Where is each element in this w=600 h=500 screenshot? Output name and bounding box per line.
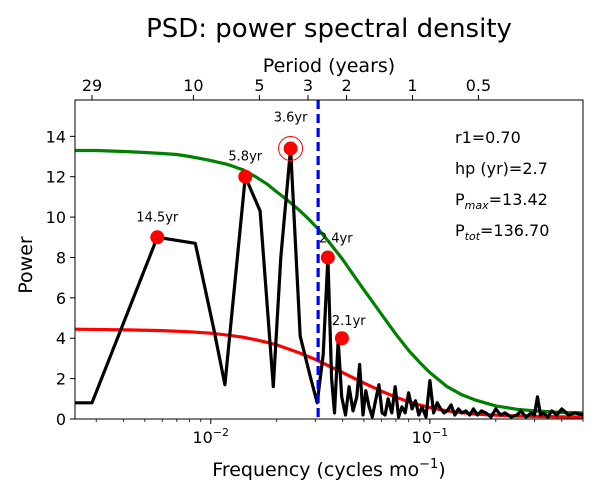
stat-text: Pmax=13.42: [455, 190, 548, 212]
peak-highlight-ring: [278, 135, 304, 161]
x-tick-label: 10−1: [412, 426, 449, 447]
y-tick-label: 14: [46, 127, 66, 146]
peak-marker: [238, 169, 253, 184]
top-tick-label: 10: [183, 76, 203, 95]
top-axis-label: Period (years): [263, 55, 395, 77]
x-tick-label: 10−2: [192, 426, 229, 447]
plot-frame: [74, 99, 584, 420]
series-line-2: [75, 327, 583, 419]
y-tick-label: 12: [46, 168, 66, 187]
peak-marker: [320, 250, 335, 265]
y-tick-label: 6: [56, 289, 66, 308]
stat-text: hp (yr)=2.7: [455, 159, 548, 178]
series-line-0: [75, 146, 583, 419]
y-axis-label: Power: [15, 236, 37, 294]
stat-text: Ptot=136.70: [455, 221, 549, 243]
y-tick-label: 10: [46, 208, 66, 227]
plot-area: 14.5yr5.8yr3.6yr2.4yr2.1yr0246810121410−…: [46, 76, 584, 447]
x-axis-label: Frequency (cycles mo−1): [212, 457, 445, 481]
top-tick-label: 5: [254, 76, 264, 95]
y-tick-label: 2: [56, 370, 66, 389]
x-axis-label-exponent: −1: [419, 457, 438, 472]
stat-text: r1=0.70: [455, 128, 521, 147]
peak-label: 5.8yr: [228, 150, 262, 165]
peak-label: 3.6yr: [274, 110, 308, 125]
top-tick-label: 0.5: [466, 76, 491, 95]
x-axis-label-text: Frequency (cycles mo: [212, 459, 419, 481]
top-tick-label: 29: [82, 76, 102, 95]
peak-label: 14.5yr: [136, 210, 179, 225]
top-tick-label: 3: [303, 76, 313, 95]
plot-series-group: [75, 100, 583, 419]
top-tick-label: 2: [341, 76, 351, 95]
top-tick-label: 1: [407, 76, 417, 95]
x-axis-label-close: ): [438, 459, 445, 481]
peak-marker: [150, 230, 165, 245]
y-tick-label: 0: [56, 410, 66, 429]
peak-marker: [283, 141, 298, 156]
chart-title: PSD: power spectral density: [146, 14, 512, 44]
peak-marker: [334, 331, 349, 346]
peak-label: 2.1yr: [332, 314, 366, 329]
peak-label: 2.4yr: [319, 231, 353, 246]
y-tick-label: 4: [56, 329, 66, 348]
y-tick-label: 8: [56, 248, 66, 267]
